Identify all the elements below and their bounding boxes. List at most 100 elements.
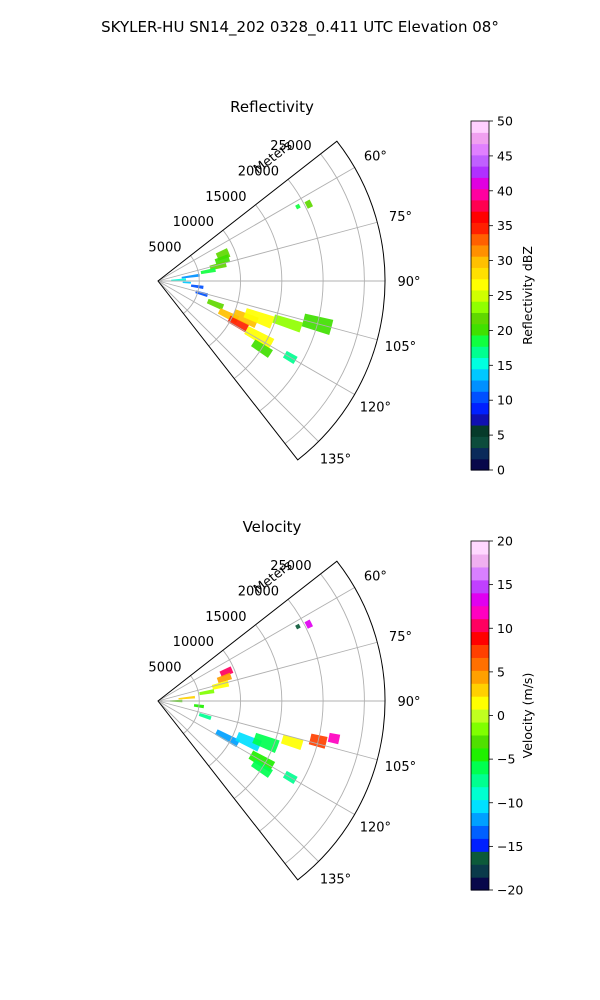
colorbar-swatch-16: [471, 278, 489, 291]
colorbar-swatch-5: [471, 812, 489, 826]
azimuth-spoke-135: [157, 700, 319, 862]
colorbar-swatch-18: [471, 644, 489, 658]
azimuth-spoke-60: [157, 167, 355, 282]
colorbar-tick-label-3: 15: [497, 358, 513, 373]
colorbar-tick-label-6: 30: [497, 253, 513, 268]
azimuth-spoke-120: [157, 700, 355, 815]
colorbar-swatch-1: [471, 864, 489, 878]
azimuth-tick-label-135: 135°: [320, 452, 351, 467]
data-cell-1: [295, 623, 301, 630]
colorbar-swatch-30: [471, 121, 489, 133]
colorbar-tick-label-2: −10: [497, 795, 523, 810]
azimuth-tick-label-120: 120°: [360, 401, 391, 416]
range-tick-label-15000: 15000: [205, 190, 246, 205]
data-cell-14: [232, 309, 259, 329]
range-tick-label-25000: 25000: [270, 139, 311, 154]
colorbar-tick-label-3: −5: [497, 752, 515, 767]
colorbar: 0 5 10 15 20 25 30 35 40 45 50 Reflectivity dBZ: [470, 114, 535, 478]
figure-title: SKYLER-HU SN14_202 0328_0.411 UTC Elevat…: [101, 18, 499, 37]
colorbar-swatch-27: [471, 154, 489, 167]
colorbar-swatch-7: [471, 379, 489, 392]
range-tick-label-5000: 5000: [148, 661, 181, 676]
range-tick-label-20000: 20000: [238, 584, 279, 599]
data-cell-0: [304, 199, 314, 209]
data-cell-3: [216, 672, 233, 684]
colorbar-tick-label-0: 0: [497, 463, 505, 478]
colorbar-swatch-9: [471, 357, 489, 370]
colorbar-swatch-21: [471, 605, 489, 620]
range-tick-label-15000: 15000: [205, 610, 246, 625]
colorbar-swatch-8: [471, 773, 489, 788]
colorbar-tick-label-6: 10: [497, 621, 513, 636]
sector-outline: [157, 140, 386, 461]
data-cell-11: [235, 732, 263, 752]
colorbar-swatch-7: [471, 786, 489, 801]
colorbar-swatch-2: [471, 436, 489, 449]
azimuth-spoke-105: [157, 280, 378, 341]
colorbar-swatch-15: [471, 289, 489, 302]
colorbar-swatch-16: [471, 670, 489, 684]
azimuth-tick-label-90: 90°: [397, 695, 420, 710]
range-ring-10000: [208, 229, 241, 347]
colorbar-swatch-10: [471, 747, 489, 762]
colorbar-swatch-17: [471, 657, 489, 671]
colorbar-swatch-23: [471, 199, 489, 212]
colorbar-swatch-4: [471, 825, 489, 839]
data-cell-8: [182, 281, 192, 284]
colorbar-label: Reflectivity dBZ: [520, 246, 535, 345]
colorbar-swatch-20: [471, 233, 489, 246]
range-ring-20000: [259, 599, 324, 832]
colorbar-tick-label-5: 25: [497, 288, 513, 303]
colorbar-swatch-24: [471, 566, 489, 581]
data-cell-6: [178, 695, 196, 700]
colorbar-tick-label-8: 40: [497, 183, 513, 198]
data-cell-15: [243, 308, 275, 329]
data-cell-5: [200, 267, 216, 275]
colorbar-tick-label-4: 20: [497, 323, 513, 338]
range-ring-25000: [284, 153, 365, 444]
velocity-panel: Velocity 5000 10000 15000 20000 25000 60° 75° 9…: [148, 518, 535, 898]
range-tick-label-5000: 5000: [148, 241, 181, 256]
colorbar-label: Velocity (m/s): [520, 673, 535, 759]
colorbar-swatch-22: [471, 592, 489, 607]
azimuth-tick-label-60: 60°: [364, 570, 387, 585]
data-cell-16: [244, 326, 275, 349]
range-ring-25000: [284, 573, 365, 864]
azimuth-spoke-75: [157, 221, 378, 282]
colorbar-swatch-25: [471, 177, 489, 190]
data-cell-11: [206, 298, 225, 311]
colorbar-swatch-26: [471, 541, 489, 555]
reflectivity-title: Reflectivity: [230, 98, 314, 116]
range-ring-15000: [233, 624, 283, 799]
colorbar-tick-label-2: 10: [497, 393, 513, 408]
range-ring-10000: [208, 649, 241, 767]
colorbar-tick-label-1: −15: [497, 839, 523, 854]
colorbar-swatch-17: [471, 267, 489, 280]
data-cell-1: [295, 203, 301, 210]
colorbar-swatch-14: [471, 301, 489, 313]
colorbar-swatch-21: [471, 222, 489, 235]
colorbar-swatch-24: [471, 188, 489, 201]
range-tick-label-10000: 10000: [173, 635, 214, 650]
colorbar-swatch-14: [471, 696, 489, 710]
azimuth-tick-label-135: 135°: [320, 872, 351, 887]
colorbar-tick-label-10: 50: [497, 114, 513, 129]
colorbar-tick-label-7: 35: [497, 218, 513, 233]
colorbar-swatch-4: [471, 413, 489, 426]
range-ring-20000: [259, 179, 324, 412]
colorbar-swatch-15: [471, 683, 489, 697]
azimuth-tick-label-75: 75°: [389, 210, 412, 225]
colorbar-tick-label-0: −20: [497, 883, 523, 898]
colorbar-swatch-3: [471, 424, 489, 437]
colorbar-swatch-13: [471, 312, 489, 325]
colorbar-swatch-20: [471, 618, 489, 633]
colorbar-swatch-6: [471, 391, 489, 404]
data-cell-16: [327, 732, 341, 745]
azimuth-spoke-135: [157, 280, 319, 442]
data-cell-2: [219, 666, 234, 678]
colorbar-swatch-29: [471, 132, 489, 145]
colorbar-swatch-13: [471, 709, 489, 723]
data-cell-9: [198, 712, 212, 721]
velocity-title: Velocity: [243, 518, 302, 536]
data-cell-17: [272, 314, 303, 333]
